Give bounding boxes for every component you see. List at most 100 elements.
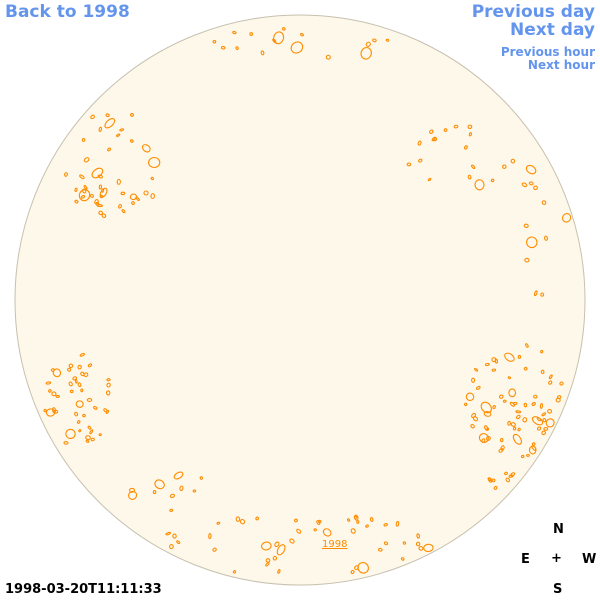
contour-mark (517, 354, 522, 359)
contour-mark (316, 520, 321, 525)
contour-mark (98, 126, 103, 132)
contour-mark (539, 403, 543, 409)
contour-mark (118, 204, 122, 209)
contour-mark (272, 555, 278, 561)
contour-mark (154, 479, 165, 490)
contour-mark (281, 27, 286, 31)
contour-mark (526, 236, 538, 249)
contour-mark (322, 528, 332, 537)
contour-mark (296, 528, 302, 534)
contour-mark (220, 45, 226, 50)
contour-mark (216, 521, 221, 525)
contour-mark (85, 435, 91, 441)
contour-mark (98, 184, 103, 190)
contour-mark (418, 546, 424, 551)
contour-mark (83, 157, 90, 163)
contour-mark (106, 382, 111, 388)
contour-mark (365, 41, 371, 47)
contour-mark (232, 570, 237, 574)
contour-mark (432, 136, 438, 142)
contour-mark (277, 569, 281, 574)
contour-mark (87, 363, 92, 368)
contour-mark (80, 388, 84, 393)
compass-north: N (553, 522, 564, 537)
contour-mark (313, 528, 317, 532)
contour-mark (510, 472, 516, 477)
contour-mark (472, 416, 479, 422)
contour-mark (45, 381, 52, 385)
contour-mark (417, 140, 422, 146)
contour-mark (120, 191, 126, 196)
contour-mark (508, 388, 517, 398)
contour-mark (548, 380, 553, 385)
contour-mark (523, 223, 529, 228)
contour-mark (556, 395, 562, 400)
contour-mark (293, 518, 298, 523)
previous-hour-link[interactable]: Previous hour (500, 45, 595, 59)
back-to-year-link[interactable]: Back to 1998 (5, 2, 130, 22)
compass-center: + (551, 551, 562, 566)
contour-mark (90, 437, 95, 442)
contour-mark (199, 476, 203, 480)
contour-mark (48, 389, 52, 393)
contour-mark (484, 362, 490, 367)
contour-mark (91, 167, 104, 179)
contour-mark (289, 538, 295, 544)
contour-mark (74, 378, 78, 384)
contour-mark (493, 485, 498, 490)
contour-mark (107, 147, 112, 152)
contour-mark (75, 400, 84, 408)
contour-mark (290, 41, 304, 54)
contour-mark (491, 478, 496, 483)
contour-mark (152, 490, 157, 495)
contour-mark (383, 541, 389, 546)
contour-mark (116, 178, 121, 185)
year-link[interactable]: 1998 (322, 539, 348, 550)
contour-mark (545, 418, 555, 428)
contour-mark (128, 490, 138, 500)
contour-mark (208, 533, 212, 540)
contour-mark (232, 30, 237, 35)
contour-mark (543, 426, 549, 431)
contour-mark (385, 38, 390, 42)
contour-mark (499, 437, 504, 443)
contour-mark (67, 367, 72, 372)
contour-mark (78, 429, 82, 433)
contour-mark (104, 117, 116, 129)
contour-mark (478, 433, 489, 443)
contour-mark (547, 408, 553, 414)
contour-mark (148, 156, 161, 169)
contour-mark (372, 38, 377, 43)
contour-mark (63, 441, 69, 445)
contour-mark (89, 429, 94, 435)
contour-mark (79, 352, 85, 357)
contour-mark (55, 394, 60, 398)
contour-mark (498, 394, 504, 399)
contour-mark (377, 547, 383, 552)
contour-mark (484, 425, 489, 431)
contour-mark (540, 369, 545, 374)
contour-mark (526, 453, 530, 457)
contour-mark (360, 47, 372, 60)
contour-mark (165, 531, 172, 536)
contour-mark (517, 427, 521, 432)
contour-mark (541, 412, 547, 417)
contour-mark (464, 402, 468, 407)
contour-mark (491, 357, 497, 363)
contour-mark (129, 193, 137, 201)
contour-mark (395, 520, 400, 527)
contour-mark (121, 209, 126, 214)
contour-mark (536, 426, 542, 431)
contour-mark (260, 50, 265, 56)
contour-mark (129, 139, 134, 143)
contour-mark (78, 189, 91, 202)
contour-mark (531, 445, 537, 451)
contour-mark (536, 417, 542, 422)
previous-day-link[interactable]: Previous day (471, 2, 595, 22)
contour-mark (471, 377, 476, 383)
next-day-link[interactable]: Next day (510, 20, 595, 40)
contour-mark (365, 524, 369, 528)
contour-mark (512, 401, 518, 405)
next-hour-link[interactable]: Next hour (527, 58, 595, 72)
contour-mark (356, 520, 360, 524)
